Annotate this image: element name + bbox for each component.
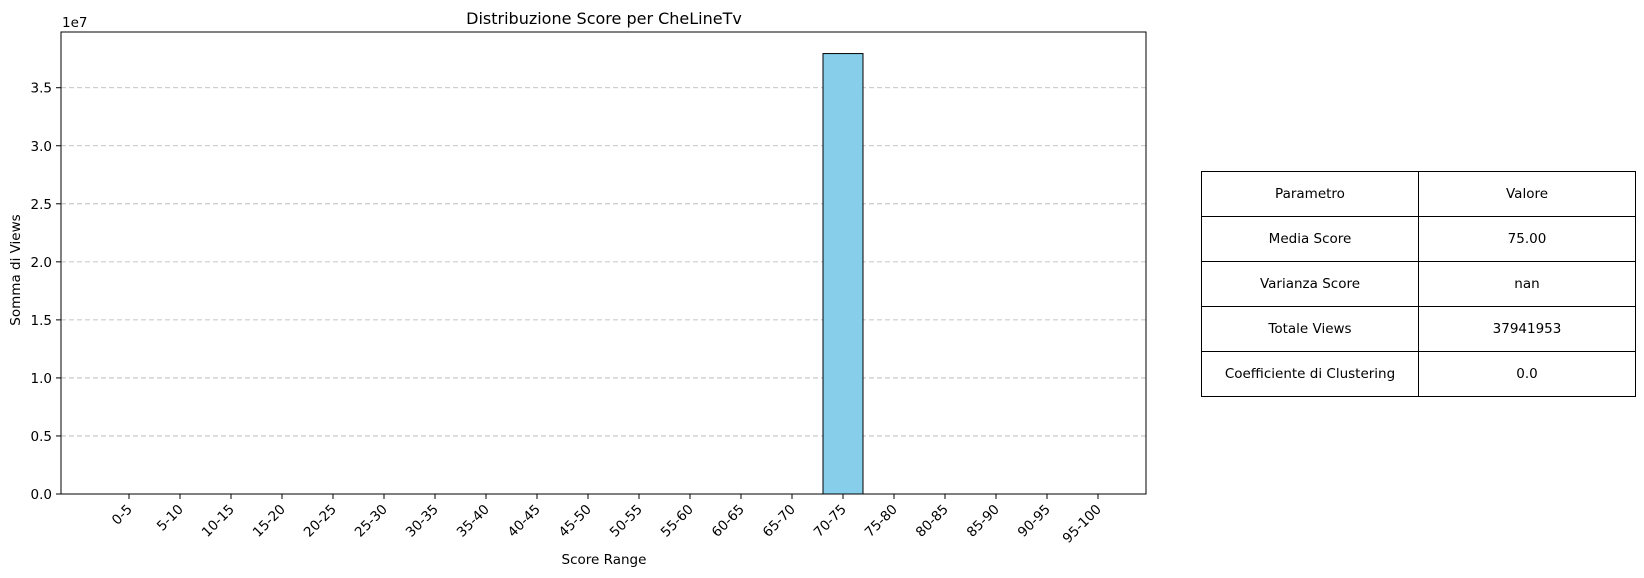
- plot-frame: [60, 31, 1147, 495]
- x-axis: 0-5 5-10 10-15 15-20 20-25 25-30 30-35 35-40 40-…: [109, 494, 1105, 547]
- table-header-cell: Valore: [1418, 171, 1636, 217]
- bar-chart: 0.0 0.5 1.0 1.5 2.0 2.5 3.0 3.5 0-5 5-10 10-15 15-…: [8, 9, 1147, 568]
- x-tick-label: 75-80: [862, 502, 901, 541]
- x-tick-label: 65-70: [760, 502, 799, 541]
- table-row: Coefficiente di Clustering 0.0: [1201, 351, 1636, 397]
- x-tick-label: 10-15: [199, 502, 238, 541]
- y-axis-label: Somma di Views: [8, 214, 24, 325]
- x-tick-label: 20-25: [301, 502, 340, 541]
- y-tick-label: 3.0: [31, 139, 52, 155]
- x-tick-label: 85-90: [964, 502, 1003, 541]
- table-cell: nan: [1418, 261, 1636, 307]
- y-axis-offset-label: 1e7: [62, 15, 87, 31]
- x-tick-label: 0-5: [109, 502, 136, 529]
- x-tick-label: 95-100: [1060, 502, 1105, 547]
- x-tick-label: 70-75: [811, 502, 850, 541]
- y-axis: 0.0 0.5 1.0 1.5 2.0 2.5 3.0 3.5: [31, 81, 61, 503]
- x-tick-label: 45-50: [556, 502, 595, 541]
- y-tick-label: 0.0: [31, 487, 52, 503]
- table-row: Media Score 75.00: [1201, 216, 1636, 262]
- table-cell: Varianza Score: [1201, 261, 1419, 307]
- stats-table: Parametro Valore Media Score 75.00 Varia…: [1201, 171, 1636, 397]
- y-tick-label: 1.0: [31, 371, 52, 387]
- x-tick-label: 60-65: [709, 502, 748, 541]
- table-header-row: Parametro Valore: [1201, 171, 1636, 217]
- table-row: Varianza Score nan: [1201, 261, 1636, 307]
- table-header-cell: Parametro: [1201, 171, 1419, 217]
- table-cell: 37941953: [1418, 306, 1636, 352]
- table-cell: Media Score: [1201, 216, 1419, 262]
- table-cell: Totale Views: [1201, 306, 1419, 352]
- x-tick-label: 35-40: [454, 502, 493, 541]
- x-axis-label: Score Range: [562, 552, 647, 568]
- table-cell: 75.00: [1418, 216, 1636, 262]
- x-tick-label: 25-30: [352, 502, 391, 541]
- y-tick-label: 3.5: [31, 81, 52, 97]
- x-tick-label: 5-10: [154, 502, 187, 535]
- table-cell: Coefficiente di Clustering: [1201, 351, 1419, 397]
- table-cell: 0.0: [1418, 351, 1636, 397]
- x-tick-label: 80-85: [913, 502, 952, 541]
- y-tick-label: 2.5: [31, 197, 52, 213]
- bars: [822, 53, 864, 495]
- y-tick-label: 0.5: [31, 429, 52, 445]
- y-tick-label: 2.0: [31, 255, 52, 271]
- table-row: Totale Views 37941953: [1201, 306, 1636, 352]
- bar-70-75: [822, 53, 864, 495]
- x-tick-label: 15-20: [250, 502, 289, 541]
- x-tick-label: 30-35: [403, 502, 442, 541]
- x-tick-label: 90-95: [1015, 502, 1054, 541]
- x-tick-label: 55-60: [658, 502, 697, 541]
- chart-title: Distribuzione Score per CheLineTv: [466, 9, 742, 28]
- y-tick-label: 1.5: [31, 313, 52, 329]
- x-tick-label: 50-55: [607, 502, 646, 541]
- grid-lines: [61, 87, 1146, 437]
- x-tick-label: 40-45: [505, 502, 544, 541]
